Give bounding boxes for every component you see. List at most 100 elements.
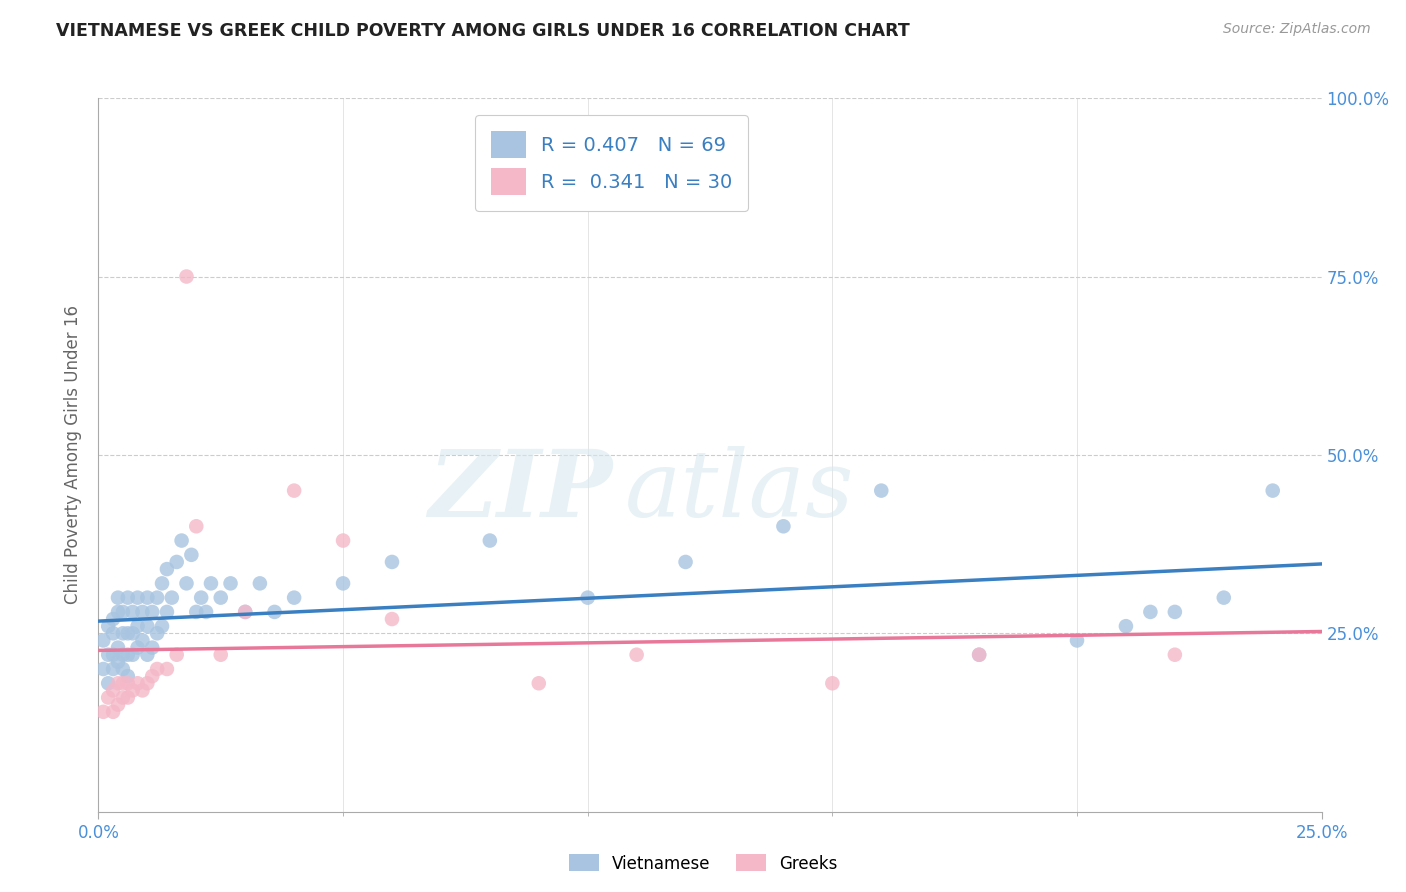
- Point: [121, 648, 143, 662]
- Point: [967, 648, 990, 662]
- Point: [381, 555, 404, 569]
- Point: [136, 648, 159, 662]
- Point: [136, 591, 159, 605]
- Point: [1066, 633, 1088, 648]
- Point: [107, 605, 129, 619]
- Point: [233, 605, 256, 619]
- Point: [97, 648, 120, 662]
- Point: [141, 605, 163, 619]
- Point: [97, 690, 120, 705]
- Point: [1261, 483, 1284, 498]
- Point: [170, 533, 193, 548]
- Point: [1139, 605, 1161, 619]
- Point: [117, 690, 139, 705]
- Text: VIETNAMESE VS GREEK CHILD POVERTY AMONG GIRLS UNDER 16 CORRELATION CHART: VIETNAMESE VS GREEK CHILD POVERTY AMONG …: [56, 22, 910, 40]
- Point: [127, 676, 149, 690]
- Point: [117, 591, 139, 605]
- Point: [263, 605, 285, 619]
- Point: [117, 676, 139, 690]
- Point: [146, 626, 169, 640]
- Point: [107, 655, 129, 669]
- Point: [121, 605, 143, 619]
- Point: [156, 605, 179, 619]
- Point: [1115, 619, 1137, 633]
- Point: [332, 533, 354, 548]
- Point: [209, 648, 232, 662]
- Point: [101, 662, 124, 676]
- Legend: Vietnamese, Greeks: Vietnamese, Greeks: [562, 847, 844, 880]
- Point: [821, 676, 844, 690]
- Point: [576, 591, 599, 605]
- Point: [101, 648, 124, 662]
- Point: [107, 591, 129, 605]
- Point: [107, 698, 129, 712]
- Text: Source: ZipAtlas.com: Source: ZipAtlas.com: [1223, 22, 1371, 37]
- Point: [101, 612, 124, 626]
- Point: [527, 676, 550, 690]
- Point: [1212, 591, 1234, 605]
- Point: [195, 605, 218, 619]
- Point: [626, 648, 648, 662]
- Point: [332, 576, 354, 591]
- Point: [111, 648, 134, 662]
- Point: [150, 619, 173, 633]
- Point: [176, 269, 198, 284]
- Point: [156, 562, 179, 576]
- Point: [91, 633, 114, 648]
- Point: [176, 576, 198, 591]
- Point: [141, 669, 163, 683]
- Point: [136, 619, 159, 633]
- Point: [107, 640, 129, 655]
- Point: [111, 690, 134, 705]
- Point: [200, 576, 222, 591]
- Point: [91, 662, 114, 676]
- Point: [180, 548, 202, 562]
- Point: [111, 626, 134, 640]
- Legend: R = 0.407   N = 69, R =  0.341   N = 30: R = 0.407 N = 69, R = 0.341 N = 30: [475, 115, 748, 211]
- Point: [675, 555, 697, 569]
- Point: [283, 483, 305, 498]
- Point: [1164, 648, 1187, 662]
- Point: [233, 605, 256, 619]
- Point: [219, 576, 242, 591]
- Point: [117, 669, 139, 683]
- Point: [101, 626, 124, 640]
- Point: [136, 676, 159, 690]
- Point: [131, 633, 153, 648]
- Point: [249, 576, 271, 591]
- Point: [127, 591, 149, 605]
- Point: [156, 662, 179, 676]
- Point: [131, 683, 153, 698]
- Point: [150, 576, 173, 591]
- Point: [1164, 605, 1187, 619]
- Point: [190, 591, 212, 605]
- Point: [91, 705, 114, 719]
- Point: [160, 591, 183, 605]
- Point: [101, 705, 124, 719]
- Point: [166, 648, 188, 662]
- Point: [107, 676, 129, 690]
- Point: [870, 483, 893, 498]
- Point: [117, 648, 139, 662]
- Point: [117, 626, 139, 640]
- Point: [381, 612, 404, 626]
- Point: [967, 648, 990, 662]
- Point: [121, 683, 143, 698]
- Point: [111, 662, 134, 676]
- Point: [111, 676, 134, 690]
- Point: [186, 605, 208, 619]
- Text: atlas: atlas: [624, 446, 853, 535]
- Y-axis label: Child Poverty Among Girls Under 16: Child Poverty Among Girls Under 16: [65, 305, 83, 605]
- Point: [121, 626, 143, 640]
- Point: [772, 519, 794, 533]
- Text: ZIP: ZIP: [427, 446, 612, 535]
- Point: [111, 605, 134, 619]
- Point: [97, 676, 120, 690]
- Point: [141, 640, 163, 655]
- Point: [97, 619, 120, 633]
- Point: [146, 591, 169, 605]
- Point: [101, 683, 124, 698]
- Point: [209, 591, 232, 605]
- Point: [146, 662, 169, 676]
- Point: [478, 533, 501, 548]
